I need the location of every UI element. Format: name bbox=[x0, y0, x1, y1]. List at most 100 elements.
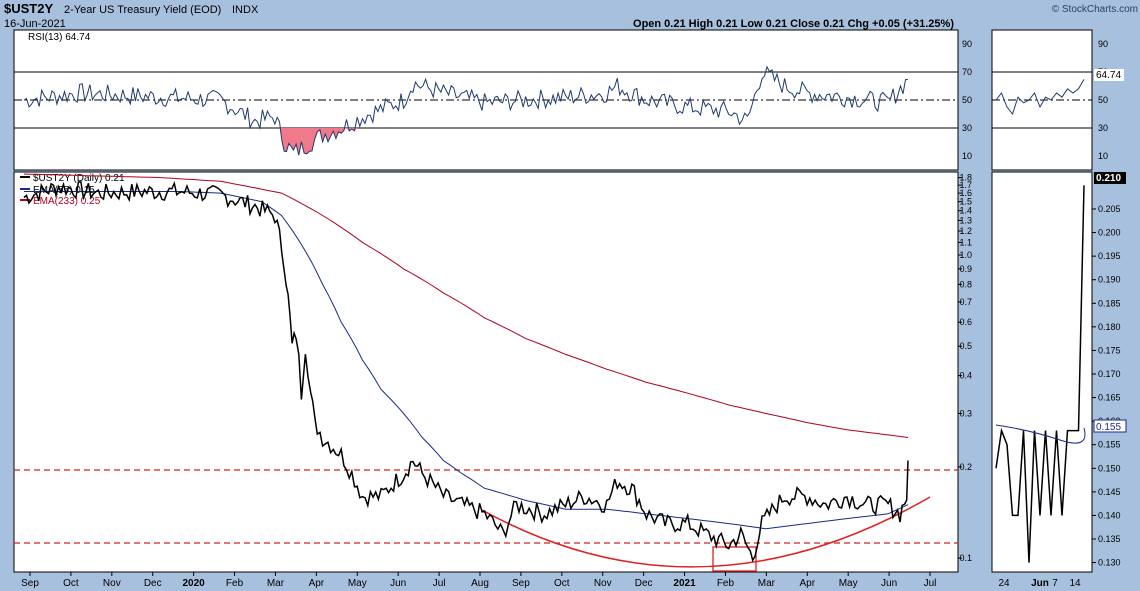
last-value-label: 0.210 bbox=[1096, 173, 1121, 184]
price-line bbox=[23, 180, 909, 563]
price-tick-label: 0.1 bbox=[959, 553, 972, 563]
zoom-tick-label: 0.180 bbox=[1098, 322, 1121, 332]
zoom-tick-label: 0.145 bbox=[1098, 487, 1121, 497]
ema233-path bbox=[23, 173, 909, 438]
x-tick-label: Dec bbox=[144, 578, 162, 589]
rsi-series bbox=[23, 65, 909, 156]
x-axis: Sep Oct Nov Dec 2020 Feb Mar Apr May Jun Jul Aug Sep… bbox=[21, 572, 936, 589]
x-tick-label: Feb bbox=[717, 578, 735, 589]
zoom-tick-label: 0.195 bbox=[1098, 251, 1121, 261]
zoom-tick-label: 0.150 bbox=[1098, 463, 1121, 473]
rsi-label: RSI(13) 64.74 bbox=[28, 32, 91, 43]
price-tick-label: 0.6 bbox=[959, 317, 972, 327]
price-tick-label: 0.4 bbox=[959, 371, 972, 381]
x-tick-label: Feb bbox=[226, 578, 244, 589]
chart-exchange: INDX bbox=[232, 4, 259, 16]
x-tick-label: May bbox=[839, 578, 858, 589]
legend-ema55: EMA(55) 0.15 bbox=[33, 185, 95, 196]
legend-ema233: EMA(233) 0.25 bbox=[33, 196, 101, 207]
zoom-price-path bbox=[995, 185, 1085, 563]
x-tick-label: Jul bbox=[924, 578, 937, 589]
zoom-x-tick-label: 14 bbox=[1069, 578, 1081, 589]
zoom-x-tick-label: Jun bbox=[1031, 578, 1049, 589]
rsi-y-axis: 90907070505030301010 bbox=[14, 39, 1108, 161]
price-tick-label: 0.5 bbox=[959, 341, 972, 351]
zoom-tick-label: 0.175 bbox=[1098, 345, 1121, 355]
rsi-tick-label: 30 bbox=[962, 123, 972, 133]
ema233-line bbox=[23, 173, 909, 438]
zoom-tick-label: 0.140 bbox=[1098, 510, 1121, 520]
x-tick-label: Oct bbox=[554, 578, 570, 589]
price-tick-label: 0.2 bbox=[959, 462, 972, 472]
ohlc-readout: Open 0.21 High 0.21 Low 0.21 Close 0.21 … bbox=[633, 18, 954, 30]
chart-date: 16-Jun-2021 bbox=[4, 18, 66, 30]
zoom-x-tick-label: 7 bbox=[1052, 578, 1058, 589]
rsi-value-badge bbox=[1094, 69, 1124, 81]
rsi-tick-label: 70 bbox=[962, 67, 972, 77]
zoom-tick-label: 0.130 bbox=[1098, 558, 1121, 568]
price-tick-label: 1.4 bbox=[959, 206, 972, 216]
zoom-tick-label: 0.155 bbox=[1098, 440, 1121, 450]
x-tick-label: Aug bbox=[471, 578, 489, 589]
x-tick-label: Mar bbox=[267, 578, 285, 589]
price-tick-label: 0.3 bbox=[959, 408, 972, 418]
zoom-x-axis: 24 Jun 7 14 bbox=[998, 578, 1081, 589]
price-path bbox=[23, 180, 909, 563]
rsi-tick-label: 90 bbox=[962, 39, 972, 49]
zoom-tick-label: 0.170 bbox=[1098, 369, 1121, 379]
zoom-tick-label: 0.135 bbox=[1098, 534, 1121, 544]
rsi-tick-label: 50 bbox=[962, 95, 972, 105]
x-tick-label: Jul bbox=[433, 578, 446, 589]
price-tick-label: 1.5 bbox=[959, 197, 972, 207]
rsi-zoom-tick-label: 30 bbox=[1098, 123, 1108, 133]
x-tick-label: Sep bbox=[21, 578, 39, 589]
x-tick-label: Mar bbox=[758, 578, 776, 589]
rounding-bottom-arc bbox=[481, 496, 931, 568]
x-tick-label: Sep bbox=[512, 578, 530, 589]
rsi-value-label: 64.74 bbox=[1096, 70, 1121, 81]
bottom-box bbox=[712, 546, 757, 572]
zoom-tick-label: 0.165 bbox=[1098, 393, 1121, 403]
zoom-tick-label: 0.205 bbox=[1098, 204, 1121, 214]
zoom-series bbox=[995, 185, 1086, 563]
price-tick-label: 0.8 bbox=[959, 279, 972, 289]
x-tick-label: 2020 bbox=[183, 578, 206, 589]
chart-name: 2-Year US Treasury Yield (EOD) bbox=[64, 4, 221, 16]
price-tick-label: 1.1 bbox=[959, 237, 972, 247]
price-tick-label: 0.7 bbox=[959, 297, 972, 307]
x-tick-label: May bbox=[348, 578, 367, 589]
price-zoom-panel bbox=[991, 171, 1093, 573]
x-tick-label: Oct bbox=[63, 578, 79, 589]
price-tick-label: 1.8 bbox=[959, 173, 972, 183]
legend-price: $UST2Y (Daily) 0.21 bbox=[33, 173, 125, 184]
ema-value-label: 0.155 bbox=[1096, 422, 1121, 433]
price-tick-label: 1.6 bbox=[959, 188, 972, 198]
x-tick-label: Apr bbox=[799, 578, 815, 589]
x-tick-label: Jun bbox=[881, 578, 897, 589]
rsi-path bbox=[23, 65, 909, 156]
price-tick-label: 1.3 bbox=[959, 215, 972, 225]
price-tick-label: 0.9 bbox=[959, 264, 972, 274]
zoom-tick-label: 0.185 bbox=[1098, 298, 1121, 308]
rsi-zoom-series bbox=[995, 79, 1085, 116]
price-panel bbox=[13, 171, 959, 573]
zoom-y-axis: 0.205 0.200 0.195 0.190 0.185 0.180 0.175 0.170… bbox=[1092, 204, 1121, 568]
price-tick-label: 1.2 bbox=[959, 226, 972, 236]
price-tick-label: 1.7 bbox=[959, 180, 972, 190]
brand-label: © StockCharts.com bbox=[1052, 4, 1138, 15]
price-y-axis: 1.81.71.61.51.41.31.21.1 1.0 0.9 0.8 0.7 0.6 0… bbox=[958, 173, 972, 563]
last-value-badge bbox=[1094, 172, 1126, 184]
price-tick-label: 1.0 bbox=[959, 250, 972, 260]
x-tick-label: Dec bbox=[635, 578, 653, 589]
x-tick-label: Apr bbox=[309, 578, 325, 589]
zoom-tick-label: 0.200 bbox=[1098, 228, 1121, 238]
rsi-zoom-tick-label: 10 bbox=[1098, 151, 1108, 161]
rsi-zoom-path bbox=[995, 79, 1085, 116]
rsi-tick-label: 10 bbox=[962, 151, 972, 161]
rsi-zoom-tick-label: 50 bbox=[1098, 95, 1108, 105]
rsi-zoom-tick-label: 90 bbox=[1098, 39, 1108, 49]
zoom-tick-label: 0.190 bbox=[1098, 275, 1121, 285]
chart-symbol: $UST2Y bbox=[4, 1, 53, 16]
ema-value-badge bbox=[1093, 419, 1127, 433]
